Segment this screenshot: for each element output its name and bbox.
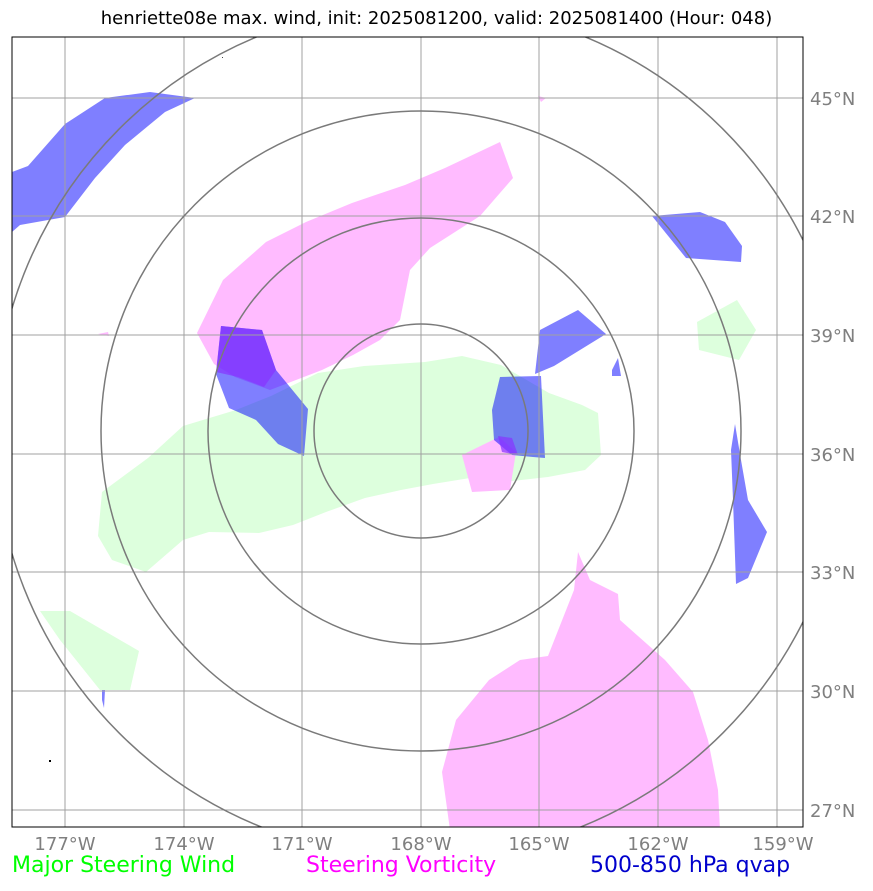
- qvap-layer: [12, 92, 767, 708]
- lon-label: 174°W: [153, 834, 214, 855]
- vorticity-area-south: [442, 552, 720, 827]
- lon-label: 165°W: [508, 834, 569, 855]
- range-ring-3: [100, 110, 742, 752]
- vorticity-area-north: [197, 142, 513, 390]
- lat-label: 39°N: [810, 326, 855, 347]
- legend-steering-vorticity: Steering Vorticity: [306, 853, 497, 878]
- lon-label: 171°W: [271, 834, 332, 855]
- steering-wind-layer: [40, 300, 756, 690]
- qvap-area-center-upper: [535, 310, 606, 374]
- lat-label: 30°N: [810, 682, 855, 703]
- map-title: henriette08e max. wind, init: 2025081200…: [100, 8, 773, 29]
- qvap-speck-southwest: [102, 690, 105, 708]
- legend-steering-wind: Major Steering Wind: [12, 853, 236, 878]
- lat-label: 36°N: [810, 445, 855, 466]
- range-ring-1: [313, 323, 529, 539]
- qvap-area-northwest: [12, 92, 195, 232]
- qvap-dense-center: [498, 436, 518, 455]
- latitude-labels: 45°N 42°N 39°N 36°N 33°N 30°N 27°N: [810, 89, 855, 822]
- longitude-labels: 177°W 174°W 171°W 168°W 165°W 162°W 159°…: [34, 834, 813, 855]
- lon-label: 159°W: [752, 834, 813, 855]
- lat-label: 33°N: [810, 563, 855, 584]
- point-mark: [49, 760, 51, 762]
- qvap-area-east: [731, 424, 767, 584]
- lon-label: 168°W: [390, 834, 451, 855]
- wind-area-east: [697, 300, 756, 360]
- lat-label: 42°N: [810, 207, 855, 228]
- map-frame: [11, 36, 804, 828]
- qvap-speck-east: [612, 358, 621, 376]
- point-mark: [222, 57, 223, 58]
- wind-area-central: [98, 356, 601, 572]
- lat-label: 45°N: [810, 89, 855, 110]
- qvap-area-northeast: [652, 212, 742, 262]
- qvap-dense-layer: [216, 326, 518, 455]
- lat-label: 27°N: [810, 801, 855, 822]
- legend-qvap: 500-850 hPa qvap: [590, 853, 791, 878]
- qvap-dense-west: [216, 326, 276, 387]
- range-ring-2: [207, 217, 635, 645]
- gridlines: [12, 37, 803, 827]
- range-rings: [12, 37, 803, 827]
- lon-label: 177°W: [34, 834, 95, 855]
- lon-label: 162°W: [627, 834, 688, 855]
